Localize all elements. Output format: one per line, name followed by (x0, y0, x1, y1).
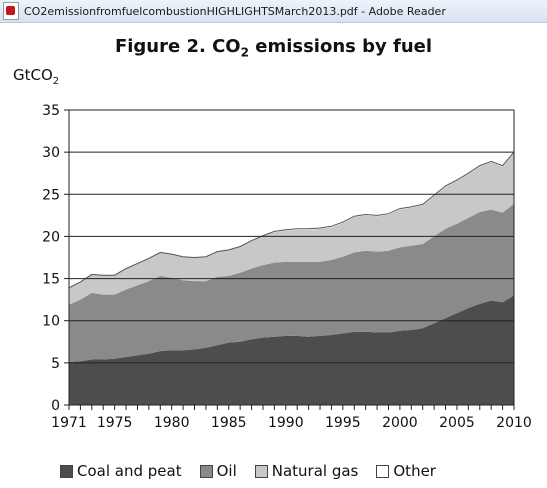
x-tick-label-2005: 2005 (439, 415, 475, 431)
y-tick-label-20: 20 (42, 229, 60, 245)
y-tick-label-35: 35 (42, 103, 60, 119)
y-tick-label-30: 30 (42, 145, 60, 161)
legend-item-other: Other (376, 462, 436, 480)
area-oil (69, 203, 514, 362)
x-tick-label-1985: 1985 (211, 415, 247, 431)
pdf-icon (3, 2, 19, 20)
legend-label-coal-and-peat: Coal and peat (77, 462, 182, 480)
y-tick-label-10: 10 (42, 314, 60, 330)
legend-item-coal-and-peat: Coal and peat (60, 462, 182, 480)
window-title: CO2emissionfromfuelcombustionHIGHLIGHTSM… (24, 4, 446, 18)
x-tick-label-1980: 1980 (154, 415, 190, 431)
y-tick-label-25: 25 (42, 187, 60, 203)
chart-legend: Coal and peat Oil Natural gas Other (60, 461, 540, 481)
y-axis-unit-main: GtCO (13, 66, 53, 84)
area-natural-gas (69, 153, 514, 305)
legend-item-natural-gas: Natural gas (254, 462, 359, 480)
legend-label-other: Other (393, 462, 436, 480)
x-tick-label-2010: 2010 (496, 415, 532, 431)
window-titlebar: CO2emissionfromfuelcombustionHIGHLIGHTSM… (0, 0, 547, 23)
legend-item-oil: Oil (199, 462, 237, 480)
chart-title: Figure 2. CO2 emissions by fuel (0, 36, 547, 60)
y-tick-label-15: 15 (42, 272, 60, 288)
legend-label-natural-gas: Natural gas (271, 462, 359, 480)
chart-title-subscript: 2 (240, 45, 249, 60)
legend-label-oil: Oil (216, 462, 237, 480)
legend-swatch-oil (199, 464, 213, 478)
legend-swatch-natural-gas (254, 464, 268, 478)
legend-swatch-other (376, 464, 390, 478)
legend-swatch-coal-and-peat (60, 464, 73, 478)
y-tick-label-0: 0 (51, 398, 60, 414)
y-tick-label-5: 5 (51, 356, 60, 372)
chart-title-prefix: Figure 2. CO (114, 36, 241, 57)
chart-title-suffix: emissions by fuel (248, 36, 433, 57)
y-axis-unit-label: GtCO2 (13, 66, 59, 87)
y-axis-unit-subscript: 2 (52, 76, 60, 87)
x-tick-label-1990: 1990 (268, 415, 304, 431)
area-coal-and-peat (69, 295, 514, 405)
x-tick-label-2000: 2000 (382, 415, 418, 431)
x-tick-label-1975: 1975 (97, 415, 133, 431)
total-outline (68, 151, 515, 289)
x-tick-label-1995: 1995 (325, 415, 361, 431)
x-tick-label-1971: 1971 (51, 415, 87, 431)
